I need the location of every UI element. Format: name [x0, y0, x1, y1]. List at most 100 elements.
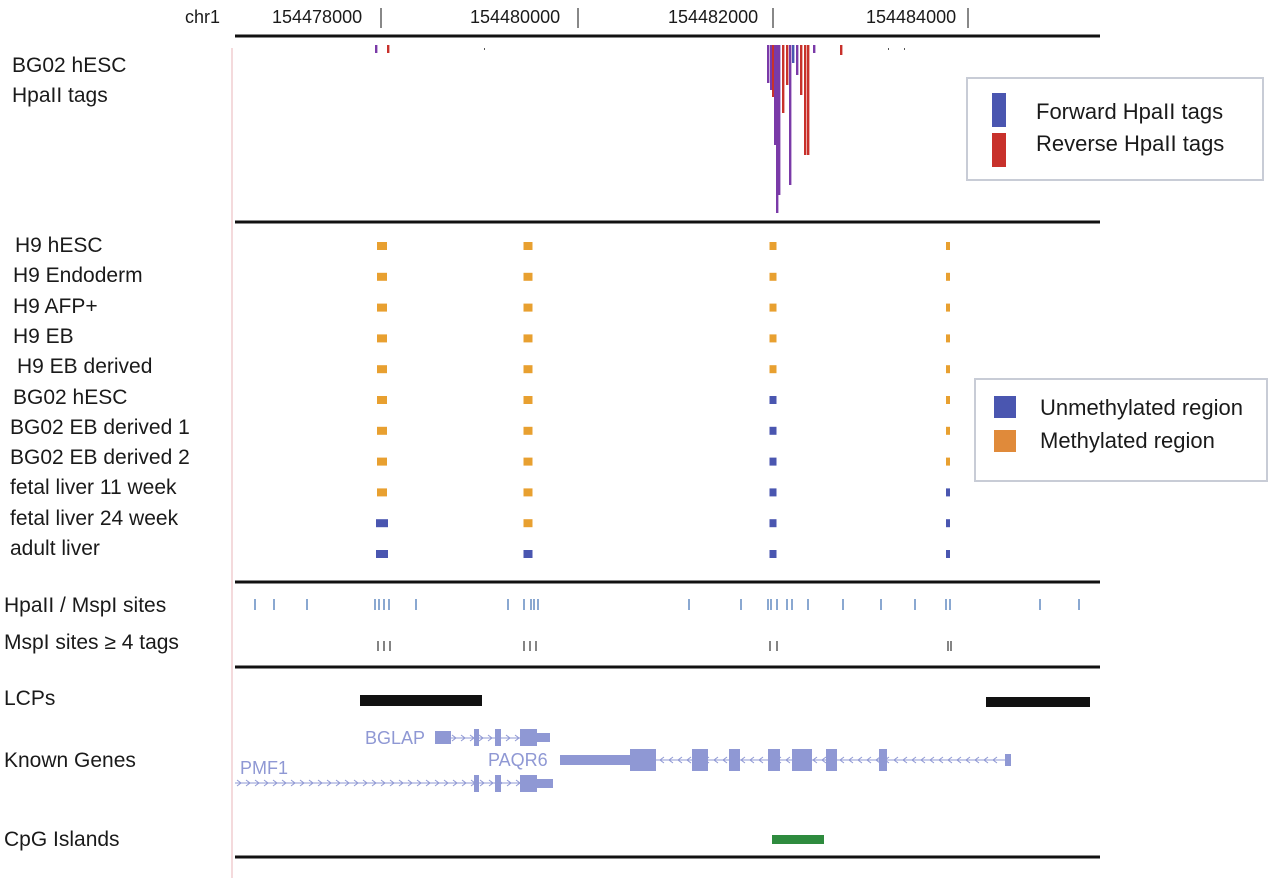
hpaii-tag-mark	[789, 45, 792, 185]
methylation-block	[946, 550, 950, 558]
gene-label-pmf1: PMF1	[240, 758, 289, 778]
strand-arrow	[965, 756, 971, 764]
strand-arrow	[758, 756, 764, 764]
strand-arrow	[866, 756, 872, 764]
hpaii-tag-mark	[840, 45, 843, 55]
methylation-block	[377, 334, 387, 343]
methylation-block	[769, 426, 777, 435]
methylation-block	[377, 426, 387, 435]
methylation-block	[946, 519, 950, 528]
strand-arrow	[983, 756, 989, 764]
strand-arrow	[236, 779, 242, 787]
methylation-block	[769, 550, 777, 558]
strand-arrow	[677, 756, 683, 764]
strand-arrow	[245, 779, 251, 787]
methylation-block	[523, 550, 533, 558]
strand-arrow	[461, 779, 467, 787]
methylation-block	[946, 488, 950, 497]
methylation-block	[769, 303, 777, 312]
gene-exon	[826, 749, 837, 771]
methylation-block	[523, 426, 533, 435]
methylation-block	[523, 365, 533, 374]
strand-arrow	[514, 734, 520, 742]
strand-arrow	[443, 779, 449, 787]
methylation-block	[946, 303, 950, 312]
strand-arrow	[947, 756, 953, 764]
methylation-block	[769, 519, 777, 528]
methylation-block	[377, 272, 387, 281]
gene-exon	[537, 733, 550, 742]
gene-exon	[729, 749, 740, 771]
strand-arrow	[478, 734, 484, 742]
strand-arrow	[434, 779, 440, 787]
hpaii-tag-mark	[904, 48, 905, 50]
strand-arrow	[451, 734, 457, 742]
unmethylated-label: Unmethylated region	[1040, 395, 1244, 420]
sample-label: H9 hESC	[15, 234, 103, 257]
sample-label: H9 Endoderm	[13, 264, 143, 288]
methylation-block	[769, 365, 777, 374]
strand-arrow	[857, 756, 863, 764]
hpaii-tag-mark	[782, 45, 785, 113]
methylation-block	[377, 242, 387, 250]
strand-arrow	[893, 756, 899, 764]
cpg-island-bar	[772, 835, 824, 844]
hpaii-tag-mark	[796, 45, 799, 75]
hpaii-tag-mark	[484, 48, 485, 50]
gene-exon	[435, 731, 451, 744]
strand-arrow	[308, 779, 314, 787]
gene-label-bglap: BGLAP	[365, 728, 426, 748]
methylation-block	[523, 242, 533, 250]
methylation-block	[523, 457, 533, 466]
strand-arrow	[380, 779, 386, 787]
hpaii-tag-mark	[770, 45, 773, 90]
gene-exon	[520, 775, 537, 792]
methylation-block	[946, 272, 950, 281]
methylation-block	[377, 457, 387, 466]
hpaii-tag-mark	[778, 45, 781, 195]
hpaii-tag-mark	[767, 45, 770, 83]
strand-arrow	[848, 756, 854, 764]
lcp-track-label: LCPs	[4, 687, 56, 710]
strand-arrow	[749, 756, 755, 764]
hpaii-tag-mark	[774, 45, 777, 145]
gene-exon	[495, 729, 501, 746]
coordinate-tick-label: 154482000	[668, 7, 759, 27]
strand-arrow	[911, 756, 917, 764]
coordinate-tick-label: 154484000	[866, 7, 957, 27]
strand-arrow	[326, 779, 332, 787]
methylation-block	[769, 242, 777, 250]
strand-arrow	[281, 779, 287, 787]
gene-exon	[879, 749, 887, 771]
strand-arrow	[254, 779, 260, 787]
strand-arrow	[506, 779, 512, 787]
gene-exon	[560, 755, 632, 765]
hpaii-tag-mark	[800, 45, 803, 95]
methylation-block	[523, 272, 533, 281]
methylation-block	[376, 519, 388, 528]
strand-arrow	[686, 756, 692, 764]
tags-track-label: HpaII tags	[12, 84, 108, 107]
strand-arrow	[416, 779, 422, 787]
methylated-swatch	[994, 430, 1016, 452]
msp-track-label: MspI sites ≥ 4 tags	[4, 631, 179, 654]
hpaii-tag-mark	[813, 45, 816, 53]
methylation-block	[523, 303, 533, 312]
hpaii-tag-mark	[792, 45, 795, 63]
methylation-block	[946, 457, 950, 466]
strand-arrow	[488, 779, 494, 787]
strand-arrow	[353, 779, 359, 787]
gene-exon	[1005, 754, 1011, 766]
lcp-bar	[986, 697, 1090, 707]
strand-arrow	[722, 756, 728, 764]
reverse-tag-label: Reverse HpaII tags	[1036, 131, 1225, 156]
methylation-block	[769, 488, 777, 497]
gene-exon	[692, 749, 708, 771]
strand-arrow	[974, 756, 980, 764]
strand-arrow	[317, 779, 323, 787]
strand-arrow	[272, 779, 278, 787]
strand-arrow	[505, 734, 511, 742]
methylation-block	[523, 519, 533, 528]
methylation-block	[523, 396, 533, 404]
methylation-block	[769, 334, 777, 343]
